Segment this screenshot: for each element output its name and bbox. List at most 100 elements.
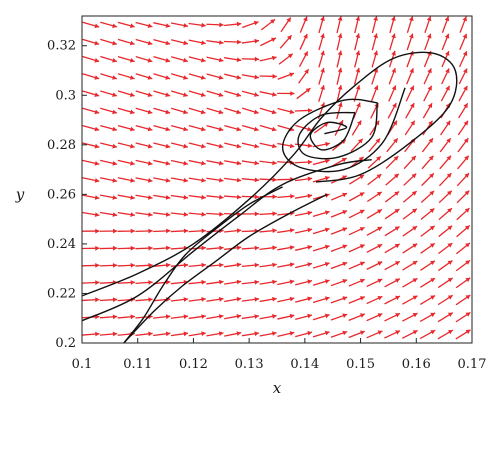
vector-arrow: [277, 107, 295, 115]
y-tick-label: 0.3: [55, 88, 76, 103]
vector-arrow: [371, 67, 379, 85]
vector-arrow: [348, 244, 365, 253]
vector-arrow: [336, 84, 343, 102]
vector-arrow: [82, 245, 100, 251]
vector-arrow: [366, 261, 383, 270]
x-tick-label: 0.16: [402, 357, 431, 372]
vector-arrow: [371, 50, 378, 68]
vector-arrow: [402, 225, 418, 237]
vector-arrow: [459, 16, 467, 33]
vector-arrow: [153, 212, 171, 217]
vector-arrow: [385, 155, 399, 169]
vector-arrow: [389, 33, 396, 51]
vector-arrow: [153, 90, 171, 97]
vector-arrow: [82, 177, 100, 183]
vector-arrow: [117, 211, 135, 217]
vector-arrow: [424, 16, 432, 33]
vector-arrow: [188, 39, 206, 46]
vector-arrow: [299, 16, 308, 33]
vector-arrow: [100, 177, 118, 183]
vector-arrow: [456, 172, 470, 187]
trajectory-saddle-path: [123, 186, 283, 343]
vector-arrow: [170, 177, 189, 183]
vector-arrow: [354, 33, 361, 51]
vector-arrow: [241, 262, 260, 268]
vector-arrow: [406, 68, 414, 85]
vector-arrow: [82, 297, 100, 303]
vector-arrow: [206, 22, 224, 28]
vector-arrow: [153, 228, 171, 234]
vector-arrow: [153, 107, 171, 115]
vector-arrow: [206, 279, 224, 285]
vector-arrow: [336, 102, 343, 120]
vector-arrow: [188, 314, 206, 320]
vector-arrow: [404, 120, 416, 136]
vector-arrow: [188, 56, 206, 63]
vector-arrow: [171, 73, 188, 80]
vector-arrow: [135, 107, 153, 115]
vector-arrow: [135, 90, 153, 97]
vector-arrow: [384, 295, 401, 305]
vector-arrow: [312, 244, 330, 252]
vector-arrow: [438, 207, 453, 221]
vector-arrow: [384, 190, 400, 203]
trajectory-inner-spiral-3: [309, 112, 356, 151]
vector-arrow: [296, 87, 311, 100]
vector-arrow: [438, 225, 453, 238]
vector-arrow: [388, 85, 397, 102]
vector-arrow: [318, 33, 325, 51]
vector-arrow: [330, 261, 348, 270]
vector-arrow: [259, 228, 277, 234]
vector-arrow: [206, 107, 224, 115]
vector-arrow: [135, 55, 153, 63]
vector-arrow: [241, 211, 260, 217]
vector-arrow: [402, 260, 418, 271]
vector-arrow: [188, 159, 206, 166]
vector-arrow: [100, 107, 118, 115]
vector-arrow: [259, 107, 277, 115]
y-axis-title: y: [15, 186, 25, 204]
vector-arrow: [277, 142, 295, 149]
vector-arrow: [99, 245, 118, 251]
vector-arrow: [117, 262, 135, 268]
vector-arrow: [371, 16, 378, 34]
vector-arrow: [82, 107, 100, 115]
vector-arrow: [330, 330, 348, 338]
vector-arrow: [402, 295, 418, 305]
vector-arrow: [82, 73, 100, 80]
vector-arrow: [295, 330, 313, 338]
vector-arrow: [188, 73, 206, 80]
vector-arrow: [153, 314, 171, 320]
vector-arrow: [352, 102, 361, 119]
vector-arrow: [330, 210, 348, 218]
vector-arrow: [117, 55, 135, 63]
vector-arrow: [441, 68, 450, 85]
vector-arrow: [457, 120, 469, 136]
x-tick-label: 0.12: [179, 357, 208, 372]
vector-arrow: [224, 177, 242, 183]
vector-arrow: [153, 194, 171, 200]
vector-arrow: [241, 314, 260, 320]
x-tick-label: 0.1: [72, 357, 93, 372]
vector-arrow: [260, 37, 277, 47]
vector-arrow: [457, 137, 469, 153]
vector-arrow: [295, 296, 313, 303]
vector-arrow: [312, 330, 330, 338]
vector-arrow: [330, 227, 348, 235]
vector-arrow: [294, 159, 313, 165]
vector-arrow: [331, 157, 347, 168]
trajectory-inner-spiral-1: [281, 87, 406, 173]
vector-arrow: [241, 107, 259, 115]
vector-arrow: [188, 279, 206, 285]
x-tick-label: 0.17: [458, 357, 487, 372]
vector-arrow: [188, 124, 206, 132]
vector-arrow: [349, 174, 365, 185]
vector-arrow: [153, 22, 171, 28]
vector-arrow: [153, 331, 171, 337]
x-axis: 0.1 0.11 0.12 0.13 0.14 0.15 0.16 0.17: [72, 338, 487, 372]
vector-arrow: [206, 124, 224, 132]
vector-arrow: [455, 311, 471, 323]
vector-arrow: [312, 210, 330, 218]
vector-arrow: [259, 279, 277, 285]
vector-arrow: [241, 279, 260, 285]
